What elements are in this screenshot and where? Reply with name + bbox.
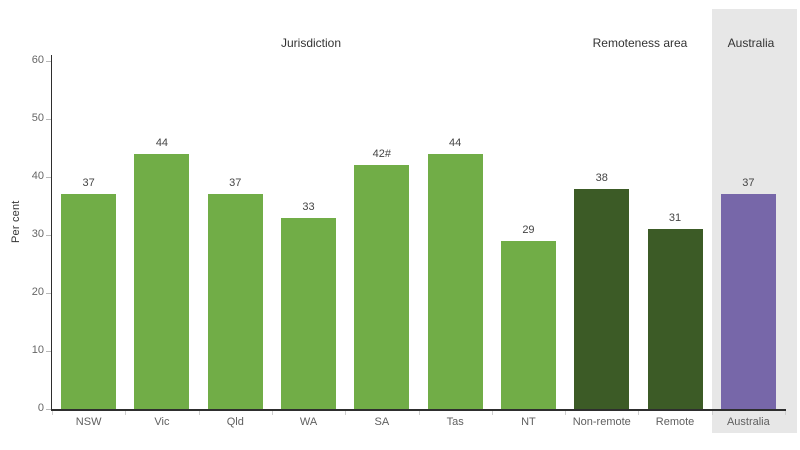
y-axis-title: Per cent (10, 200, 22, 244)
y-axis-line (50, 55, 52, 410)
category-boundary-tick (565, 411, 567, 415)
y-tick-label: 40 (31, 170, 44, 182)
bar-value-label-tas: 44 (449, 136, 462, 149)
category-boundary-tick (271, 411, 273, 415)
bar-value-label-non-remote: 38 (595, 171, 608, 184)
bar-wa[interactable] (281, 217, 337, 409)
bar-value-label-remote: 31 (668, 212, 682, 225)
bar-value-label-wa: 33 (302, 200, 315, 213)
bar-nsw[interactable] (61, 194, 117, 409)
y-tick-label: 10 (31, 344, 44, 356)
x-axis-label-nsw: NSW (75, 416, 102, 428)
y-tick-mark (46, 177, 51, 178)
x-axis-label-wa: WA (299, 416, 318, 428)
x-axis-label-remote: Remote (655, 416, 695, 428)
category-boundary-tick (785, 411, 786, 415)
bar-remote[interactable] (647, 229, 703, 409)
y-tick-mark (46, 235, 51, 236)
y-tick-mark (46, 293, 51, 294)
group-header-jurisdiction: Jurisdiction (280, 36, 342, 50)
bar-non-remote[interactable] (574, 188, 630, 409)
bar-australia[interactable] (720, 194, 776, 409)
group-header-australia: Australia (727, 36, 775, 50)
y-tick-label: 60 (31, 54, 44, 66)
x-axis-line (51, 409, 786, 411)
y-tick-label: 50 (31, 112, 44, 124)
x-axis-label-qld: Qld (226, 416, 244, 428)
x-axis-label-australia: Australia (726, 416, 770, 428)
bar-value-label-vic: 44 (155, 136, 169, 149)
bar-value-label-sa: 42# (372, 148, 392, 161)
bar-nt[interactable] (500, 240, 556, 409)
category-boundary-tick (491, 411, 493, 415)
bar-value-label-australia: 37 (742, 177, 755, 190)
y-tick-label: 30 (31, 228, 44, 240)
y-tick-mark (46, 409, 51, 410)
category-boundary-tick (418, 411, 420, 415)
category-boundary-tick (125, 411, 127, 415)
category-boundary-tick (638, 411, 640, 415)
bar-value-label-nt: 29 (522, 223, 535, 236)
x-axis-label-sa: SA (374, 416, 390, 428)
y-tick-mark (46, 351, 51, 352)
bar-value-label-qld: 37 (229, 177, 242, 190)
y-tick-mark (46, 119, 51, 120)
x-axis-label-tas: Tas (446, 416, 464, 428)
category-boundary-tick (711, 411, 713, 415)
category-boundary-tick (198, 411, 200, 415)
bar-qld[interactable] (207, 194, 263, 409)
category-boundary-tick (52, 411, 53, 415)
bar-sa[interactable] (354, 165, 410, 409)
x-axis-label-vic: Vic (154, 416, 170, 428)
y-tick-label: 0 (37, 402, 44, 414)
y-tick-label: 20 (31, 286, 44, 298)
group-header-remoteness-area: Remoteness area (592, 36, 688, 50)
bar-vic[interactable] (134, 153, 190, 409)
y-tick-mark (46, 61, 51, 62)
category-boundary-tick (345, 411, 347, 415)
bar-tas[interactable] (427, 153, 483, 409)
x-axis-label-nt: NT (521, 416, 536, 428)
x-axis-label-non-remote: Non-remote (572, 416, 631, 428)
bar-value-label-nsw: 37 (82, 177, 95, 190)
